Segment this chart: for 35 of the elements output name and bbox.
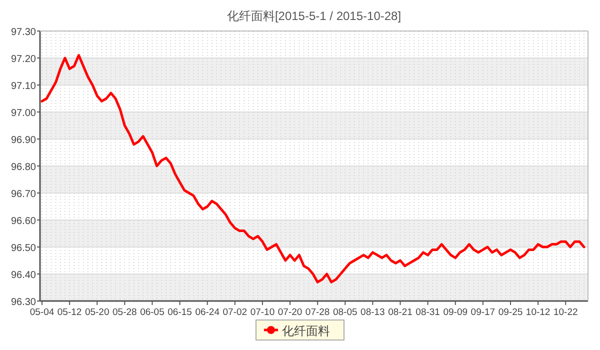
x-tick-label: 05-04 [30,307,54,318]
y-tick-label: 97.20 [10,54,36,65]
y-tick-label: 96.40 [10,270,36,281]
y-tick-label: 96.50 [10,243,36,254]
legend-label: 化纤面料 [282,324,330,338]
x-tick-label: 09-09 [443,307,468,318]
x-tick-label: 08-21 [388,307,412,318]
x-tick-label: 10-12 [526,307,550,318]
x-tick-label: 09-25 [498,307,523,318]
x-tick-label: 07-28 [305,307,330,318]
y-tick-label: 96.80 [10,162,36,173]
y-tick-label: 97.30 [10,27,36,38]
x-tick-label: 08-05 [332,307,358,318]
y-tick-label: 97.00 [10,108,36,119]
x-tick-label: 07-20 [278,307,302,318]
y-tick-label: 97.10 [10,81,36,92]
legend: 化纤面料 [256,320,344,340]
x-tick-label: 07-02 [222,307,248,318]
x-tick-label: 09-17 [470,307,496,318]
line-series [40,54,586,284]
x-tick-label: 10-22 [553,307,578,318]
x-tick-label: 05-12 [57,307,82,318]
x-tick-label: 05-20 [84,307,110,318]
y-tick-label: 96.70 [10,189,36,200]
x-tick-label: 06-15 [168,307,192,318]
x-tick-label: 08-13 [360,307,385,318]
x-tick-label: 07-10 [250,307,275,318]
y-tick-label: 96.90 [10,135,36,146]
chart-title: 化纤面料[2015-5-1 / 2015-10-28] [226,9,402,23]
x-tick-label: 06-24 [195,307,220,318]
y-tick-label: 96.60 [10,216,36,227]
y-tick-label: 96.30 [10,297,36,308]
x-tick-label: 08-31 [416,307,440,318]
x-tick-label: 05-28 [112,307,137,318]
x-tick-label: 06-05 [140,307,164,318]
